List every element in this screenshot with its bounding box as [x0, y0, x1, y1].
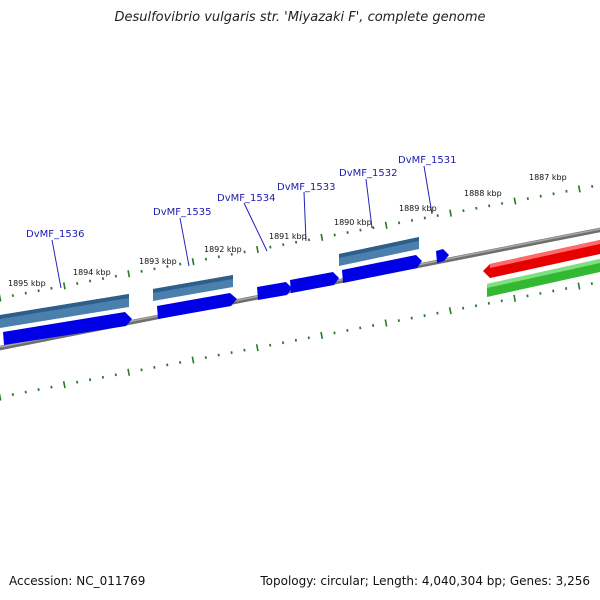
kbp-tick-labels: 1895 kbp 1894 kbp 1893 kbp 1892 kbp 1891…: [8, 173, 567, 288]
ruler-major-tick: [384, 319, 388, 327]
gene-label-dvmf-1535[interactable]: DvMF_1535: [153, 207, 211, 218]
ruler-major-tick: [513, 197, 517, 205]
gene-feature-shade: [339, 237, 419, 258]
ruler-major-tick: [62, 381, 66, 389]
kbp-label-1892: 1892 kbp: [204, 245, 242, 254]
inner-tick-ruler: [0, 282, 593, 401]
ruler-major-tick: [191, 356, 195, 364]
kbp-label-1891: 1891 kbp: [269, 232, 307, 241]
reverse-gene-highlight: [487, 259, 600, 288]
forward-gene-track: [0, 237, 419, 328]
outer-tick-ruler: [0, 185, 594, 302]
kbp-label-1894: 1894 kbp: [73, 268, 111, 277]
gene-label-leaders: [51, 165, 433, 289]
kbp-label-1889: 1889 kbp: [399, 204, 437, 213]
ruler-major-tick: [0, 294, 2, 302]
ruler-major-tick: [449, 209, 453, 217]
cds-arrow-dvmf-1535[interactable]: [157, 293, 237, 319]
cds-arrow-dvmf-1536[interactable]: [3, 312, 132, 345]
gene-label-dvmf-1532[interactable]: DvMF_1532: [339, 168, 397, 179]
kbp-label-1887: 1887 kbp: [529, 173, 567, 182]
leader-line-dvmf-1534: [243, 202, 268, 252]
ruler-major-tick: [62, 282, 66, 290]
ruler-major-tick: [127, 368, 131, 376]
reverse-cds-highlight: [490, 240, 600, 268]
ruler-major-tick: [0, 393, 2, 401]
kbp-label-1895: 1895 kbp: [8, 279, 46, 288]
gene-labels: DvMF_1536 DvMF_1535 DvMF_1534 DvMF_1533 …: [26, 155, 456, 240]
ruler-major-tick: [384, 221, 388, 229]
forward-cds-track: [3, 249, 449, 345]
leader-line-dvmf-1535: [179, 217, 190, 267]
kbp-label-1890: 1890 kbp: [334, 218, 372, 227]
gene-label-dvmf-1534[interactable]: DvMF_1534: [217, 193, 275, 204]
ruler-major-tick: [577, 282, 581, 290]
ruler-major-tick: [320, 233, 324, 241]
cds-arrow-dvmf-1532[interactable]: [342, 255, 422, 283]
ruler-major-tick: [256, 245, 259, 254]
cds-arrow-dvmf-1534[interactable]: [257, 282, 292, 300]
ruler-major-tick: [255, 344, 259, 352]
leader-line-dvmf-1533: [303, 191, 307, 242]
leader-line-dvmf-1532: [365, 178, 373, 229]
ruler-major-tick: [577, 185, 581, 193]
kbp-label-1888: 1888 kbp: [464, 189, 502, 198]
gene-label-dvmf-1531[interactable]: DvMF_1531: [398, 155, 456, 166]
leader-line-dvmf-1536: [51, 239, 62, 289]
gene-feature-shade: [0, 294, 129, 319]
gene-feature-shade: [153, 275, 233, 293]
ruler-major-tick: [513, 294, 517, 302]
cds-arrow-dvmf-1533[interactable]: [290, 272, 339, 293]
genome-stats-footer: Topology: circular; Length: 4,040,304 bp…: [260, 574, 590, 588]
accession-footer: Accession: NC_011769: [9, 574, 146, 588]
reverse-feature-track: [483, 240, 600, 297]
gene-label-dvmf-1536[interactable]: DvMF_1536: [26, 229, 84, 240]
leader-line-dvmf-1531: [423, 165, 433, 215]
ruler-major-tick: [320, 331, 324, 339]
kbp-label-1893: 1893 kbp: [139, 257, 177, 266]
cds-arrow-dvmf-1531[interactable]: [436, 249, 449, 263]
ruler-major-tick: [191, 258, 195, 266]
ruler-major-tick: [448, 307, 452, 315]
gene-label-dvmf-1533[interactable]: DvMF_1533: [277, 182, 335, 193]
ruler-major-tick: [127, 270, 131, 278]
map-title: Desulfovibrio vulgaris str. 'Miyazaki F'…: [114, 10, 486, 25]
